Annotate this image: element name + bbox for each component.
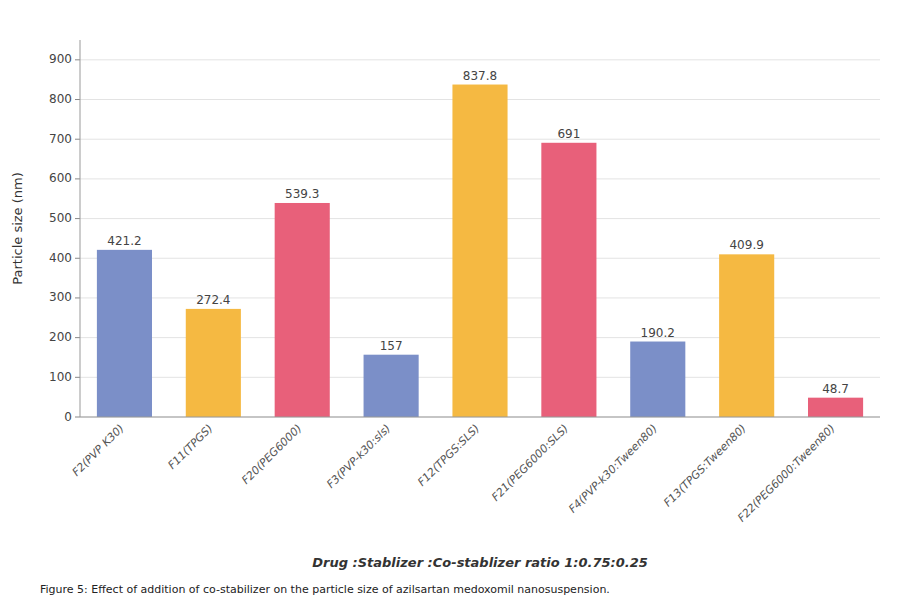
x-tick-label: F11(TPGS) — [165, 422, 215, 472]
y-tick — [75, 417, 80, 418]
caption: Figure 5: Effect of addition of co-stabi… — [40, 583, 610, 596]
y-tick — [75, 178, 80, 179]
y-tick-label: 100 — [49, 370, 72, 384]
bar — [808, 398, 863, 417]
y-tick — [75, 377, 80, 378]
data-label: 409.9 — [729, 238, 763, 252]
x-tick-label: F21(PEG6000:SLS) — [489, 422, 571, 504]
data-label: 190.2 — [641, 326, 675, 340]
y-tick-label: 700 — [49, 132, 72, 146]
data-label: 837.8 — [463, 69, 497, 83]
y-tick-label: 900 — [49, 52, 72, 66]
bar — [452, 85, 507, 417]
y-tick — [75, 337, 80, 338]
y-tick — [75, 258, 80, 259]
data-label: 421.2 — [107, 234, 141, 248]
grid-line — [80, 59, 880, 60]
grid-line — [80, 417, 880, 418]
x-axis: F2(PVP K30) F11(TPGS) F20(PEG6000) F3(PVP-k… — [70, 422, 838, 525]
data-label: 539.3 — [285, 187, 319, 201]
y-tick — [75, 297, 80, 298]
data-label: 272.4 — [196, 293, 230, 307]
x-axis-label: Drug :Stablizer :Co-stablizer ratio 1:0.… — [312, 555, 648, 570]
data-label: 48.7 — [822, 382, 849, 396]
bar — [541, 143, 596, 417]
x-axis-line — [80, 417, 880, 418]
y-axis: 0 100 200 300 400 500 600 700 800 900 — [49, 52, 880, 423]
y-tick-label: 400 — [49, 251, 72, 265]
x-tick-label: F2(PVP K30) — [70, 422, 127, 479]
y-tick-label: 600 — [49, 171, 72, 185]
y-tick-label: 800 — [49, 92, 72, 106]
x-tick-label: F3(PVP-k30:sls) — [324, 422, 393, 491]
y-tick — [75, 59, 80, 60]
bars — [97, 85, 863, 417]
data-label: 691 — [557, 127, 580, 141]
y-axis-line — [80, 40, 81, 417]
chart-svg: 0 100 200 300 400 500 600 700 800 900 421.2 272.4 53… — [0, 0, 910, 607]
data-labels: 421.2 272.4 539.3 157 837.8 691 190.2 409.9 48.7 — [107, 69, 849, 396]
data-label: 157 — [380, 339, 403, 353]
y-tick-label: 200 — [49, 330, 72, 344]
y-tick — [75, 139, 80, 140]
y-axis-label: Particle size (nm) — [10, 172, 25, 285]
y-tick — [75, 218, 80, 219]
x-tick-label: F20(PEG6000) — [239, 422, 304, 487]
bar — [364, 355, 419, 417]
x-tick-label: F22(PEG6000:Tween80) — [735, 422, 838, 525]
x-tick-label: F4(PVP-k30:Tween80) — [566, 422, 660, 516]
y-tick — [75, 99, 80, 100]
chart-container: 0 100 200 300 400 500 600 700 800 900 421.2 272.4 53… — [0, 0, 910, 607]
y-tick-label: 0 — [64, 410, 72, 424]
y-tick-label: 300 — [49, 290, 72, 304]
x-tick-label: F12(TPGS:SLS) — [415, 422, 482, 489]
bar — [719, 254, 774, 417]
bar — [630, 342, 685, 417]
x-tick-label: F13(TPGS:Tween80) — [661, 422, 749, 510]
bar — [275, 203, 330, 417]
y-tick-label: 500 — [49, 211, 72, 225]
bar — [186, 309, 241, 417]
bar — [97, 250, 152, 417]
